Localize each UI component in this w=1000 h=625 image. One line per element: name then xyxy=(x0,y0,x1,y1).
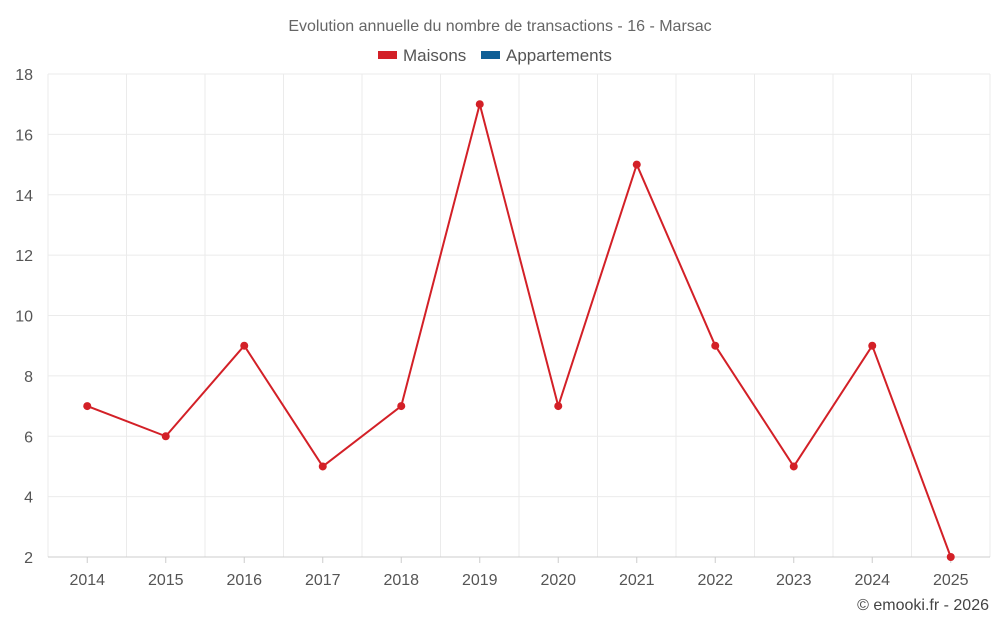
data-point-2016[interactable] xyxy=(240,341,249,350)
y-tick-label: 10 xyxy=(15,309,33,326)
data-point-2021[interactable] xyxy=(632,160,641,169)
x-tick-label: 2023 xyxy=(776,572,812,589)
x-tick-label: 2024 xyxy=(854,572,890,589)
x-tick-label: 2016 xyxy=(226,572,262,589)
data-point-2019[interactable] xyxy=(475,100,484,109)
data-point-2024[interactable] xyxy=(868,341,877,350)
chart-title: Evolution annuelle du nombre de transact… xyxy=(288,18,711,35)
legend-label-maisons: Maisons xyxy=(403,46,466,65)
legend-item-maisons[interactable]: Maisons xyxy=(378,46,466,65)
legend-item-appartements[interactable]: Appartements xyxy=(481,46,612,65)
y-tick-label: 12 xyxy=(15,248,33,265)
data-point-2018[interactable] xyxy=(397,402,406,411)
data-point-2017[interactable] xyxy=(318,462,327,471)
x-tick-label: 2015 xyxy=(148,572,184,589)
x-tick-label: 2019 xyxy=(462,572,498,589)
data-point-2022[interactable] xyxy=(711,341,720,350)
legend-swatch-maisons xyxy=(378,51,397,59)
series-line-maisons xyxy=(86,103,952,558)
data-point-2023[interactable] xyxy=(789,462,798,471)
x-tick-label: 2022 xyxy=(697,572,733,589)
x-axis: 2014 2015 2016 2017 2018 2019 2020 2021 2022 2023… xyxy=(48,556,990,589)
y-tick-label: 8 xyxy=(24,369,33,386)
y-tick-label: 14 xyxy=(15,188,33,205)
x-tick-label: 2018 xyxy=(383,572,419,589)
y-tick-label: 18 xyxy=(15,67,33,84)
y-tick-label: 6 xyxy=(24,429,33,446)
x-tick-label: 2020 xyxy=(540,572,576,589)
legend-swatch-appartements xyxy=(481,51,500,59)
series-maisons xyxy=(83,100,955,561)
y-axis: 2 4 6 8 10 12 14 16 18 xyxy=(15,67,33,567)
copyright-notice: © emooki.fr - 2026 xyxy=(857,597,989,614)
y-tick-label: 2 xyxy=(24,550,33,567)
x-tick-label: 2017 xyxy=(305,572,341,589)
x-tick-label: 2021 xyxy=(619,572,655,589)
y-tick-label: 16 xyxy=(15,127,33,144)
y-tick-label: 4 xyxy=(24,490,33,507)
legend-label-appartements: Appartements xyxy=(506,46,612,65)
data-point-2014[interactable] xyxy=(83,402,92,411)
data-point-2020[interactable] xyxy=(554,402,563,411)
data-point-2015[interactable] xyxy=(161,432,170,441)
x-tick-label: 2025 xyxy=(933,572,969,589)
legend: Maisons Appartements xyxy=(378,46,612,65)
x-tick-label: 2014 xyxy=(69,572,105,589)
data-point-2025[interactable] xyxy=(946,553,955,561)
grid xyxy=(47,73,991,557)
